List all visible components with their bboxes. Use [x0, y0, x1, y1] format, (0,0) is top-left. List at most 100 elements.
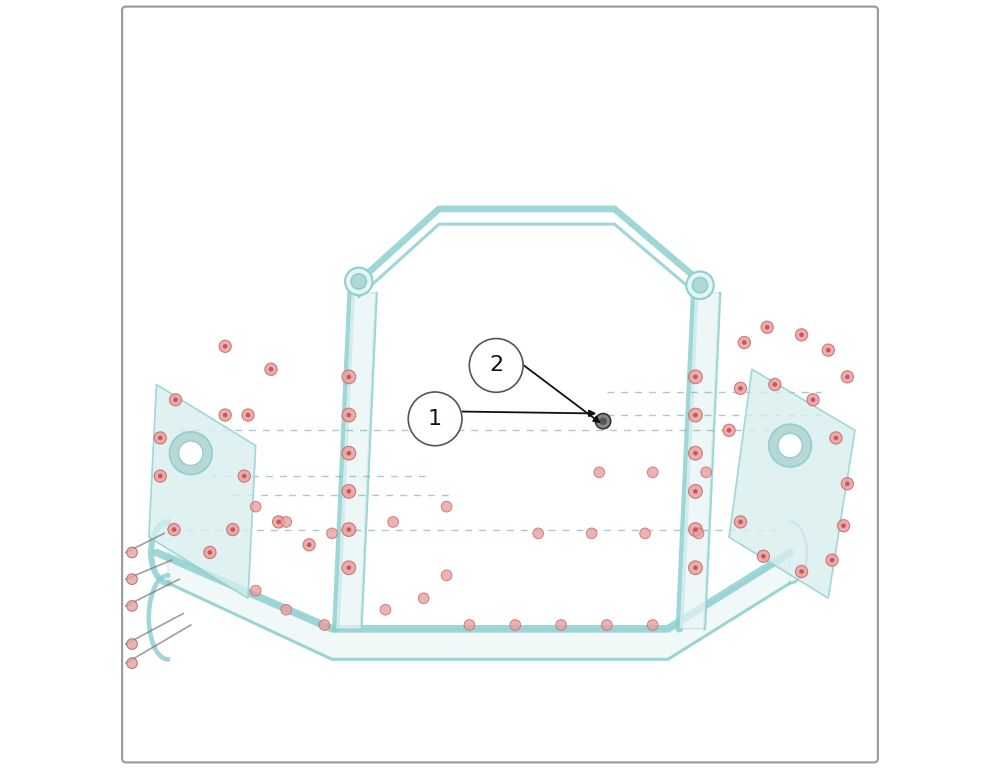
Circle shape [693, 375, 698, 379]
Circle shape [689, 408, 702, 422]
Circle shape [418, 593, 429, 604]
Circle shape [757, 550, 769, 562]
Circle shape [319, 620, 330, 631]
Circle shape [345, 268, 373, 295]
Circle shape [602, 620, 612, 631]
Circle shape [127, 574, 137, 584]
Circle shape [380, 604, 391, 615]
Circle shape [272, 516, 285, 528]
Circle shape [223, 413, 227, 418]
Circle shape [342, 370, 356, 384]
Circle shape [841, 478, 853, 490]
Circle shape [692, 278, 708, 293]
Circle shape [799, 332, 804, 337]
Circle shape [845, 375, 850, 379]
Circle shape [811, 398, 815, 402]
Circle shape [761, 321, 773, 333]
Circle shape [347, 451, 351, 455]
Circle shape [769, 424, 811, 467]
Circle shape [303, 539, 315, 551]
Circle shape [342, 561, 356, 574]
Circle shape [778, 434, 802, 458]
Circle shape [640, 528, 650, 539]
Circle shape [342, 523, 356, 537]
Circle shape [734, 516, 747, 528]
Circle shape [154, 470, 166, 482]
Polygon shape [729, 369, 855, 598]
Circle shape [281, 604, 292, 615]
Circle shape [227, 524, 239, 536]
Circle shape [464, 620, 475, 631]
Circle shape [765, 325, 769, 330]
Circle shape [586, 528, 597, 539]
Circle shape [242, 474, 247, 478]
Circle shape [307, 543, 311, 547]
Circle shape [689, 370, 702, 384]
Circle shape [347, 375, 351, 379]
Circle shape [807, 394, 819, 406]
Circle shape [689, 446, 702, 460]
Polygon shape [336, 293, 376, 629]
Circle shape [769, 378, 781, 391]
Circle shape [347, 565, 351, 570]
Circle shape [773, 382, 777, 387]
Circle shape [158, 436, 163, 440]
Circle shape [841, 371, 853, 383]
Circle shape [693, 489, 698, 494]
Circle shape [822, 344, 834, 356]
Circle shape [826, 348, 831, 352]
Circle shape [250, 501, 261, 512]
Circle shape [441, 570, 452, 581]
Circle shape [826, 554, 838, 566]
Circle shape [734, 382, 747, 394]
Circle shape [388, 517, 398, 528]
Circle shape [693, 528, 698, 532]
Text: 2: 2 [489, 355, 503, 375]
Circle shape [127, 547, 137, 558]
Circle shape [738, 386, 743, 391]
Circle shape [158, 474, 163, 478]
Circle shape [647, 620, 658, 631]
Circle shape [830, 558, 834, 562]
Circle shape [276, 520, 281, 524]
Circle shape [686, 271, 714, 299]
FancyBboxPatch shape [122, 7, 878, 762]
Circle shape [351, 274, 366, 289]
Circle shape [347, 413, 351, 418]
Circle shape [250, 585, 261, 596]
Circle shape [242, 409, 254, 421]
Circle shape [238, 470, 250, 482]
Circle shape [265, 363, 277, 375]
Circle shape [693, 528, 704, 539]
Circle shape [246, 413, 250, 418]
Circle shape [738, 336, 750, 348]
Circle shape [342, 446, 356, 460]
Circle shape [693, 451, 698, 455]
Circle shape [342, 484, 356, 498]
Circle shape [689, 561, 702, 574]
Circle shape [219, 340, 231, 352]
Circle shape [179, 441, 203, 465]
Circle shape [127, 601, 137, 611]
Circle shape [723, 424, 735, 437]
Circle shape [510, 620, 521, 631]
Circle shape [127, 657, 137, 668]
Circle shape [693, 413, 698, 418]
Circle shape [834, 436, 838, 440]
Circle shape [342, 408, 356, 422]
Circle shape [169, 394, 182, 406]
Circle shape [761, 554, 766, 558]
Polygon shape [168, 552, 790, 659]
Text: 1: 1 [428, 409, 442, 429]
Circle shape [223, 344, 227, 348]
Polygon shape [679, 293, 720, 629]
Circle shape [219, 409, 231, 421]
Circle shape [830, 432, 842, 444]
Circle shape [799, 569, 804, 574]
Circle shape [599, 418, 607, 425]
Circle shape [408, 392, 462, 446]
Circle shape [347, 489, 351, 494]
Circle shape [127, 639, 137, 649]
Circle shape [795, 565, 808, 578]
Circle shape [594, 467, 605, 478]
